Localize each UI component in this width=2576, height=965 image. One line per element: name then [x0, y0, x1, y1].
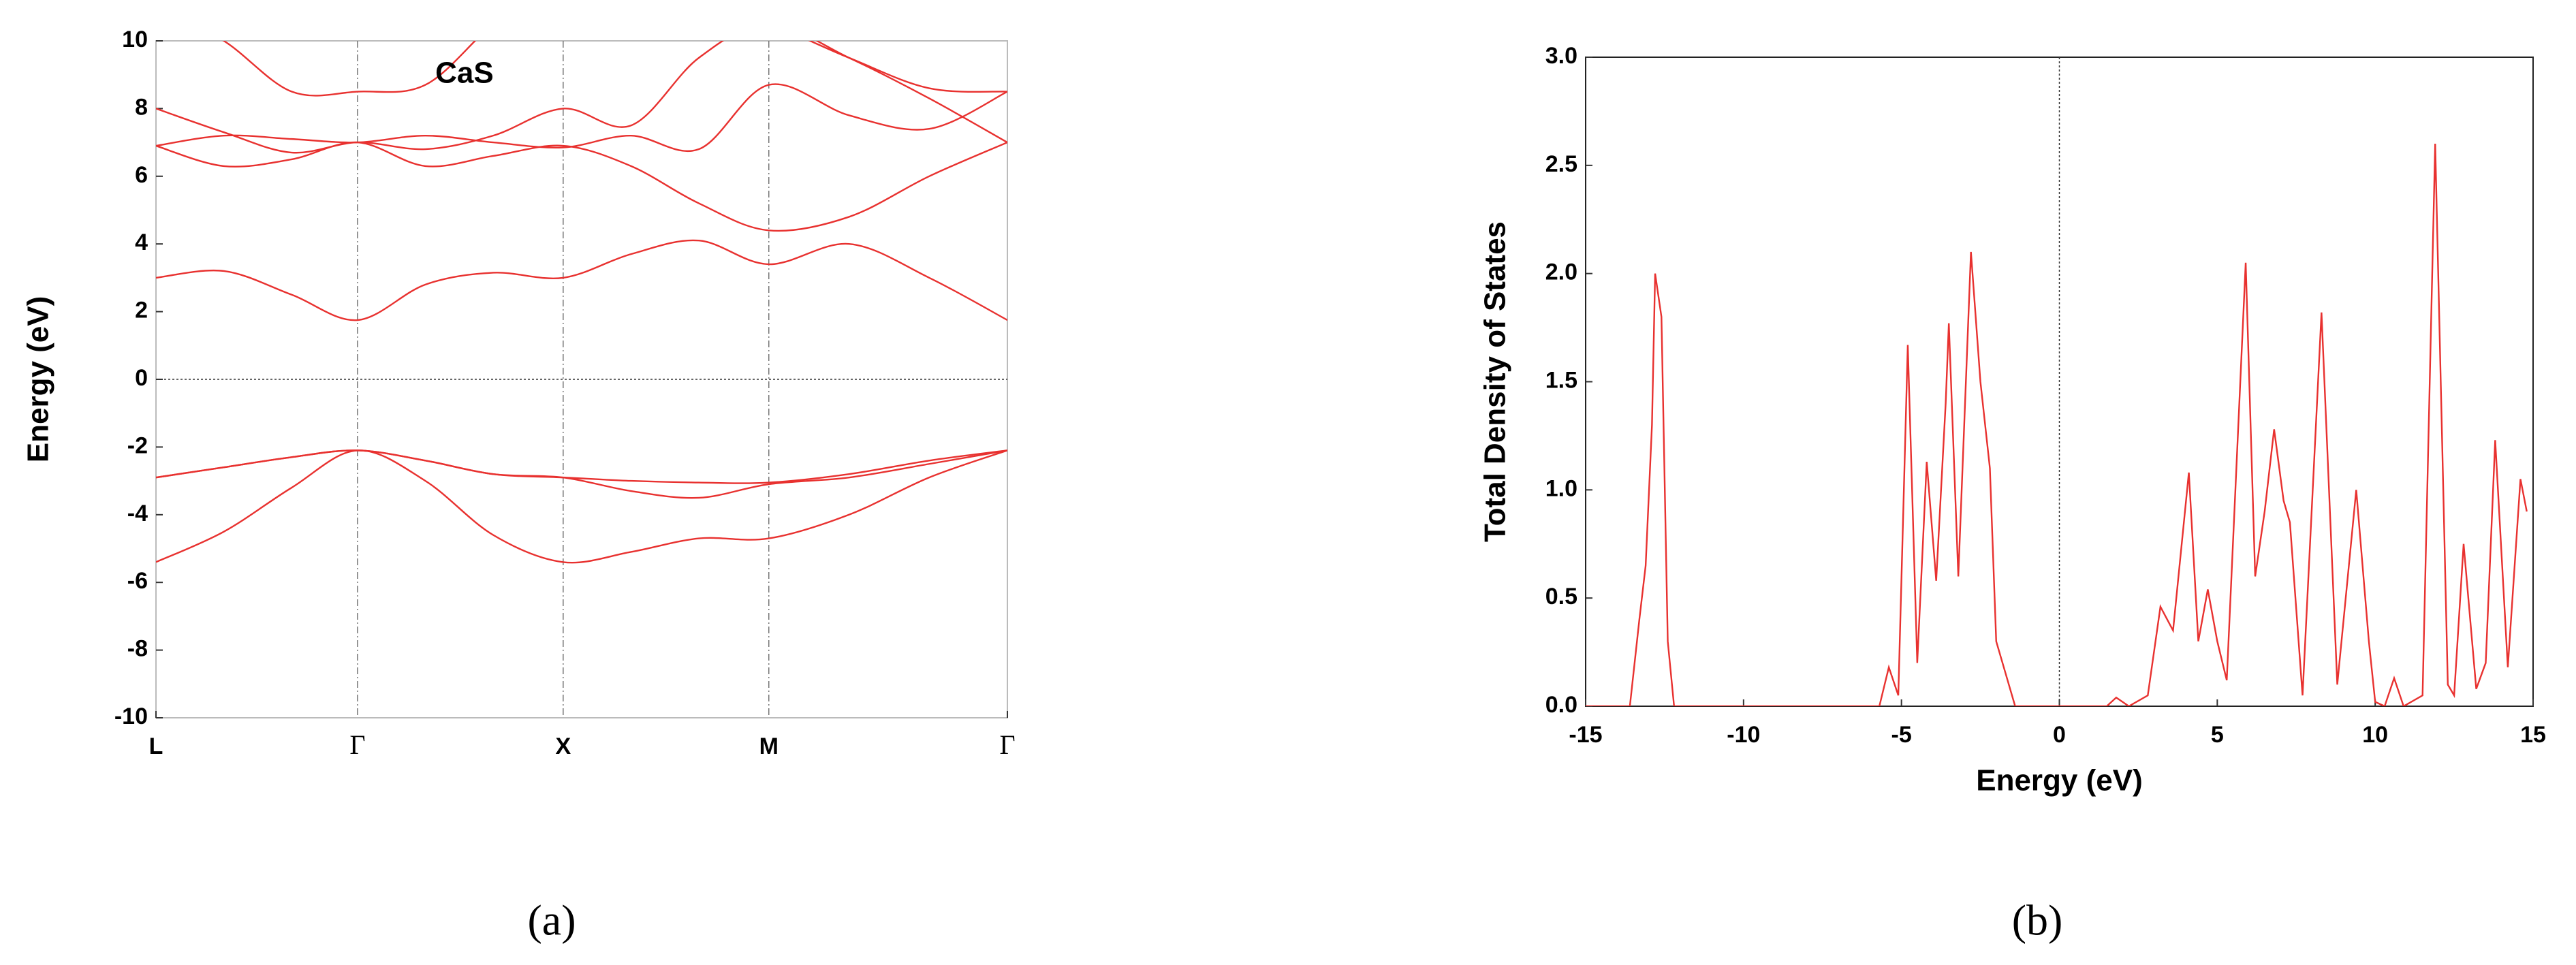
- x-tick-label: -5: [1891, 722, 1912, 748]
- x-tick-label: -10: [1727, 722, 1760, 748]
- data-line: [156, 141, 1007, 232]
- y-tick-label: 3.0: [1545, 43, 1577, 69]
- y-tick-label: 1.5: [1545, 367, 1577, 393]
- x-tick-label: Γ: [349, 729, 365, 760]
- annotation: CaS: [435, 57, 494, 90]
- chart-panel: 0.0 0.5 1.0 1.5 2.0 2.5 3.0 -15 -10 -5 0 5 10 15 Total…: [1479, 43, 2546, 945]
- plot-area: [1586, 144, 2528, 706]
- x-tick-label: -15: [1569, 722, 1602, 748]
- data-line: [156, 239, 1007, 321]
- y-tick-label: 0: [135, 365, 148, 391]
- y-tick-label: 1.0: [1545, 475, 1577, 501]
- x-axis-title: Energy (eV): [1976, 764, 2143, 797]
- plot-area: [156, 41, 1007, 564]
- y-tick-label: -8: [127, 636, 148, 662]
- y-tick-label: 0.0: [1545, 692, 1577, 718]
- caption: (a): [527, 896, 576, 945]
- y-tick-label: 2.0: [1545, 259, 1577, 285]
- x-tick-label: 0: [2053, 722, 2066, 748]
- x-tick-label: M: [759, 733, 779, 759]
- y-tick-label: 6: [135, 162, 148, 188]
- y-axis-title: Total Density of States: [1479, 221, 1512, 542]
- data-line: [222, 41, 1007, 97]
- y-tick-label: -2: [127, 432, 148, 458]
- y-tick-label: 2.5: [1545, 151, 1577, 177]
- x-tick-label: 10: [2362, 722, 2388, 748]
- y-tick-label: 8: [135, 94, 148, 120]
- data-line: [156, 83, 1007, 153]
- x-tick-label: X: [555, 733, 571, 759]
- y-tick-label: 10: [122, 27, 148, 52]
- y-tick-label: -4: [127, 501, 148, 526]
- data-line: [1586, 144, 2528, 706]
- y-axis-title: Energy (eV): [22, 296, 55, 463]
- data-line: [156, 449, 1007, 484]
- y-tick-label: -6: [127, 568, 148, 594]
- y-tick-label: 4: [135, 230, 148, 255]
- x-tick-label: Γ: [999, 729, 1015, 760]
- x-tick-label: 15: [2520, 722, 2546, 748]
- caption: (b): [2012, 896, 2063, 945]
- x-tick-label: 5: [2211, 722, 2224, 748]
- chart-panel: 10 8 6 4 2 0 -2 -4 -6 -8 -10L Γ X M Γ CaS Energy (eV) (a): [22, 27, 1016, 945]
- x-tick-label: L: [149, 733, 163, 759]
- y-tick-label: 2: [135, 298, 148, 323]
- data-line: [156, 449, 1007, 564]
- y-tick-label: 0.5: [1545, 584, 1577, 610]
- y-tick-label: -10: [114, 703, 148, 729]
